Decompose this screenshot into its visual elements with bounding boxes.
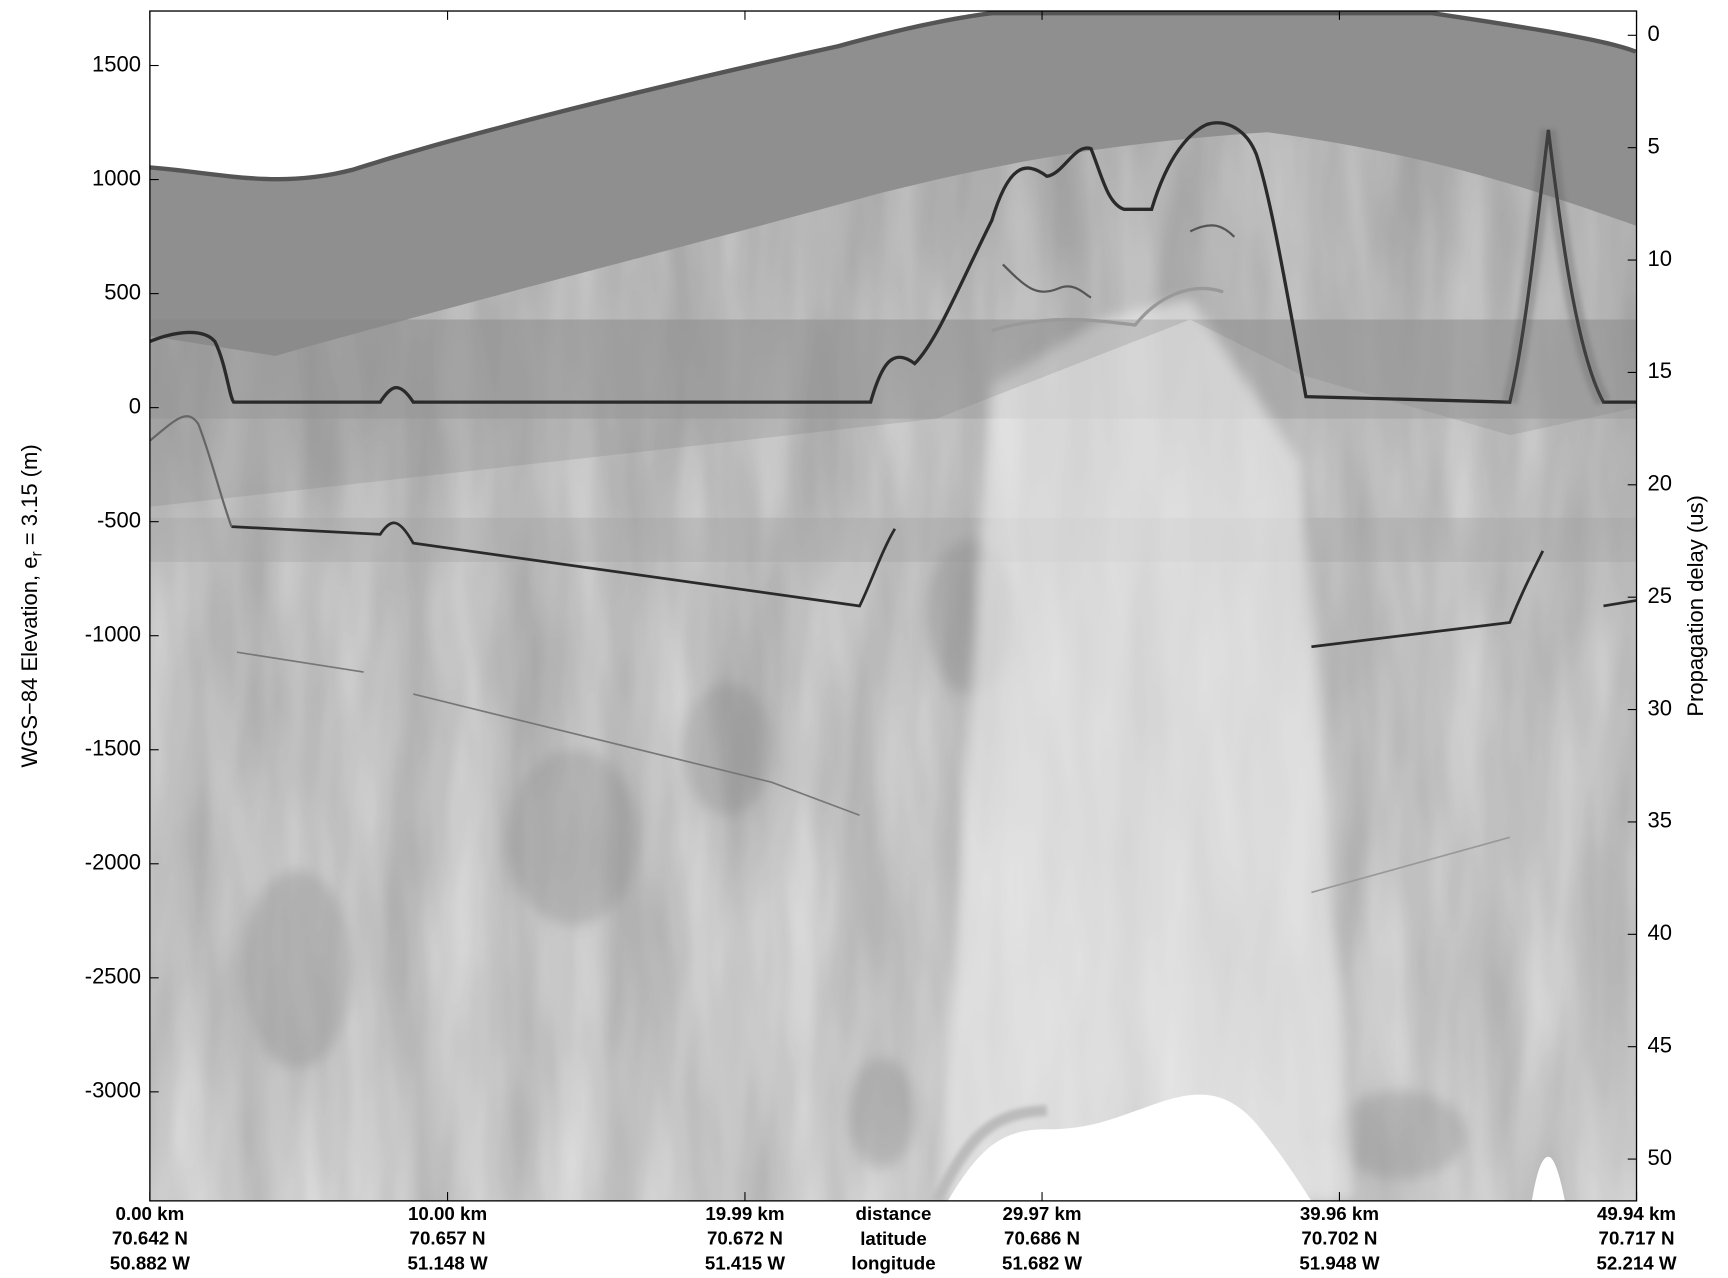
y-axis-label-suffix: = 3.15 (m) — [17, 444, 42, 551]
latitude-label: 70.686 N — [1004, 1227, 1080, 1248]
y2-tick-label: 20 — [1648, 471, 1673, 496]
latitude-label: 70.642 N — [112, 1227, 188, 1248]
y2-tick-label: 10 — [1648, 246, 1673, 271]
y-axis-label-main: WGS−84 Elevation, e — [17, 557, 42, 768]
longitude-label: 51.415 W — [705, 1253, 785, 1274]
y2-tick-label: 30 — [1648, 695, 1673, 720]
y2-tick-label: 45 — [1648, 1033, 1673, 1058]
x-tick-label: 0.00 km — [116, 1203, 185, 1224]
y2-tick-label: 15 — [1648, 358, 1673, 383]
x-tick-label: 39.96 km — [1300, 1203, 1379, 1224]
longitude-label: 51.148 W — [407, 1253, 487, 1274]
longitude-label: 50.882 W — [110, 1253, 190, 1274]
y2-tick-label: 50 — [1648, 1145, 1673, 1170]
row-label: longitude — [851, 1253, 935, 1274]
y-tick-label: -1000 — [85, 622, 141, 647]
latitude-label: 70.717 N — [1599, 1227, 1675, 1248]
x-tick-label: 10.00 km — [408, 1203, 487, 1224]
y-tick-label: 0 — [129, 393, 141, 418]
longitude-label: 52.214 W — [1596, 1253, 1676, 1274]
latitude-label: 70.657 N — [410, 1227, 486, 1248]
y-tick-label: -2500 — [85, 964, 141, 989]
latitude-label: 70.702 N — [1301, 1227, 1377, 1248]
y-tick-label: -1500 — [85, 736, 141, 761]
plot-frame — [149, 10, 1638, 1202]
row-label: latitude — [860, 1228, 927, 1249]
row-label: distance — [856, 1203, 932, 1224]
x-tick-label: 19.99 km — [705, 1203, 784, 1224]
y-tick-label: -500 — [97, 507, 141, 532]
y-tick-label: -3000 — [85, 1078, 141, 1103]
y-axis-label-subscript: r — [29, 551, 46, 556]
longitude-label: 51.948 W — [1299, 1253, 1379, 1274]
y-tick-label: 1000 — [92, 165, 141, 190]
y-tick-label: 1500 — [92, 51, 141, 76]
y2-tick-label: 40 — [1648, 920, 1673, 945]
y2-tick-label: 25 — [1648, 583, 1673, 608]
y-axis-label: WGS−84 Elevation, er = 3.15 (m) — [17, 444, 46, 767]
y2-tick-label: 0 — [1648, 21, 1660, 46]
x-tick-label: 29.97 km — [1002, 1203, 1081, 1224]
y2-tick-label: 5 — [1648, 133, 1660, 158]
latitude-label: 70.672 N — [707, 1227, 783, 1248]
y2-tick-label: 35 — [1648, 808, 1673, 833]
y-tick-label: -2000 — [85, 850, 141, 875]
y2-axis-label: Propagation delay (us) — [1683, 495, 1708, 716]
longitude-label: 51.682 W — [1002, 1253, 1082, 1274]
y-tick-label: 500 — [104, 279, 141, 304]
echogram — [149, 11, 1637, 1201]
x-tick-label: 49.94 km — [1597, 1203, 1676, 1224]
